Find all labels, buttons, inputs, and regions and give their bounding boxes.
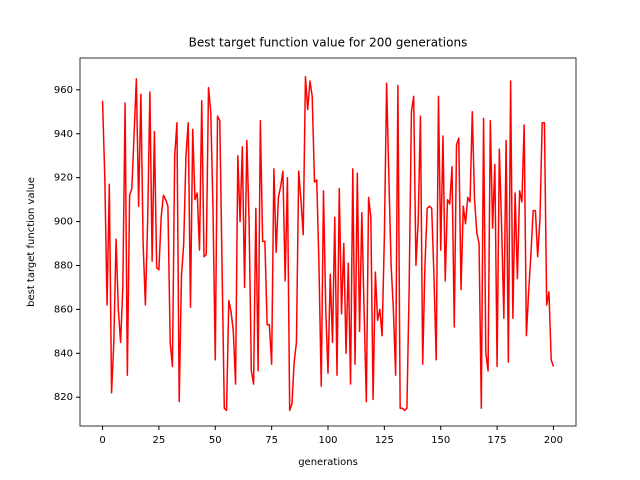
x-tick-label: 125 [375, 435, 394, 446]
y-tick-label: 820 [54, 392, 73, 403]
y-tick-label: 940 [54, 129, 73, 140]
x-tick-label: 175 [488, 435, 507, 446]
y-tick-label: 860 [54, 304, 73, 315]
y-tick-label: 880 [54, 260, 73, 271]
plot-frame [79, 57, 577, 427]
x-tick-label: 0 [99, 435, 105, 446]
y-tick-label: 840 [54, 348, 73, 359]
y-tick-label: 960 [54, 85, 73, 96]
x-axis-label: generations [298, 457, 358, 468]
x-tick-label: 25 [153, 435, 166, 446]
x-tick-label: 200 [544, 435, 563, 446]
x-tick-label: 50 [209, 435, 222, 446]
data-line [101, 75, 555, 412]
y-tick-label: 920 [54, 173, 73, 184]
x-tick-label: 150 [431, 435, 450, 446]
y-axis-label: best target function value [26, 177, 37, 307]
chart-title: Best target function value for 200 gener… [189, 36, 468, 50]
x-tick-label: 100 [318, 435, 337, 446]
y-tick-label: 900 [54, 217, 73, 228]
x-tick-label: 75 [265, 435, 278, 446]
